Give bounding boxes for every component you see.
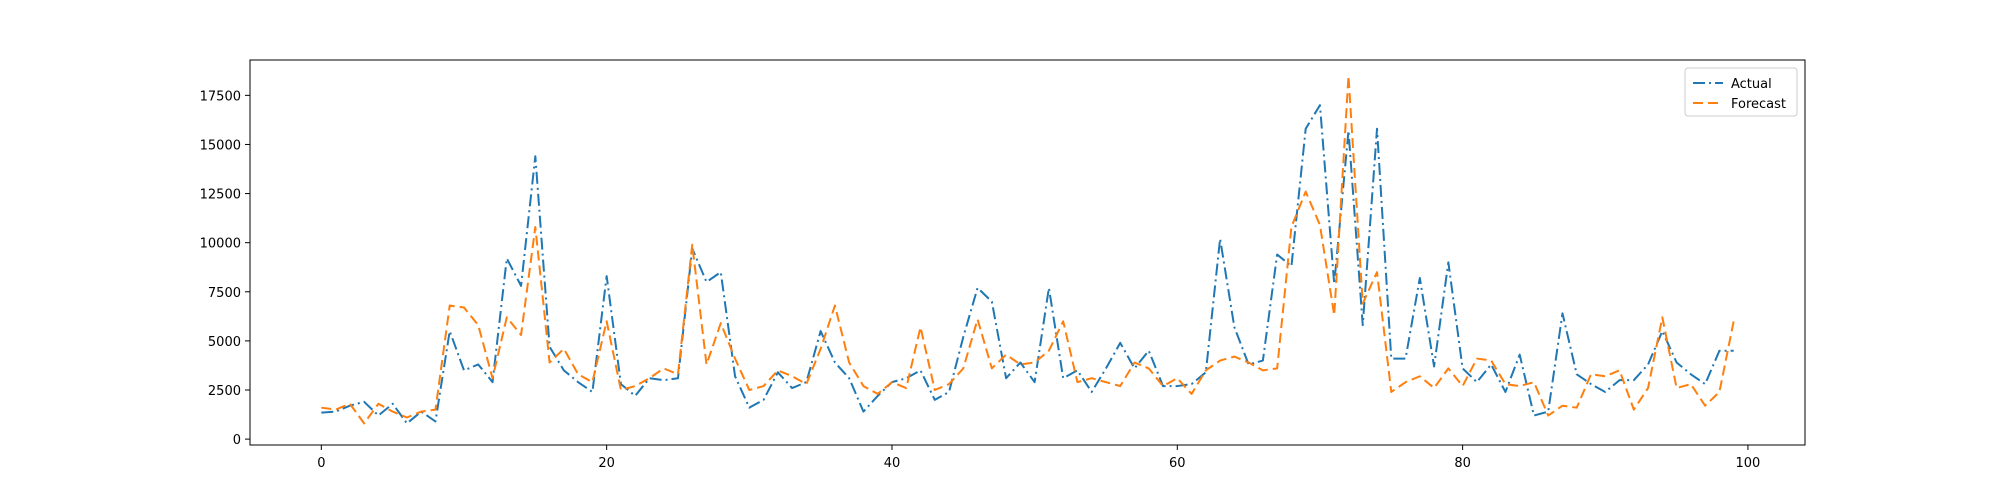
y-tick-label: 7500 [208,286,241,301]
y-axis: 0 2500 5000 7500 10000 12500 15000 17500 [200,89,250,448]
y-tick-label: 17500 [200,89,241,104]
y-tick-label: 10000 [200,237,241,252]
y-tick-label: 12500 [200,188,241,203]
plot-lines [321,74,1735,425]
y-tick-label: 15000 [200,138,241,153]
x-axis: 0 20 40 60 80 100 [317,445,1760,471]
legend-label-actual: Actual [1731,77,1772,92]
y-tick-label: 0 [233,433,241,448]
x-tick-label: 40 [884,456,901,471]
y-tick-label: 5000 [208,335,241,350]
legend: Actual Forecast [1684,67,1798,117]
x-tick-label: 60 [1169,456,1186,471]
plot-frame [249,59,1806,446]
y-tick-label: 2500 [208,384,241,399]
x-tick-label: 80 [1454,456,1471,471]
x-tick-label: 0 [317,456,325,471]
legend-label-forecast: Forecast [1731,97,1786,112]
x-tick-label: 20 [598,456,615,471]
series-line-forecast [321,74,1735,425]
x-tick-label: 100 [1736,456,1761,471]
series-line-actual [321,104,1734,425]
